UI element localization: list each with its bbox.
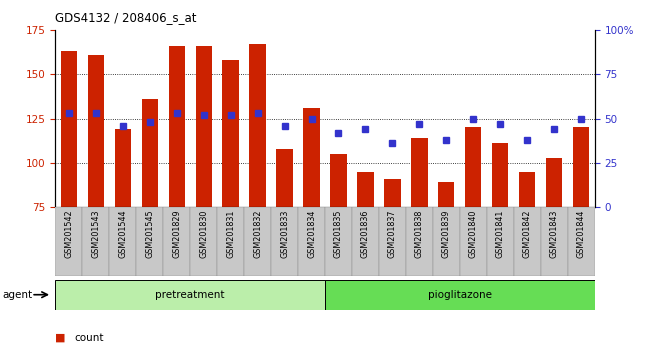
Text: agent: agent	[2, 290, 32, 300]
Bar	[352, 207, 379, 276]
Bar	[411, 138, 428, 207]
Bar	[358, 172, 374, 207]
Text: GSM201833: GSM201833	[280, 209, 289, 258]
Text: GSM201836: GSM201836	[361, 209, 370, 258]
Text: GSM201843: GSM201843	[550, 209, 559, 258]
Bar	[304, 108, 320, 207]
Text: GSM201834: GSM201834	[307, 209, 316, 258]
Bar	[217, 207, 244, 276]
Bar	[379, 207, 406, 276]
Bar	[541, 207, 568, 276]
Text: GSM201829: GSM201829	[172, 209, 181, 258]
Text: GSM201839: GSM201839	[442, 209, 451, 258]
Bar	[325, 280, 595, 310]
Bar	[168, 46, 185, 207]
Bar	[546, 158, 562, 207]
Text: ■: ■	[55, 333, 66, 343]
Bar	[142, 99, 158, 207]
Bar	[573, 127, 590, 207]
Text: GSM201542: GSM201542	[64, 209, 73, 258]
Bar	[330, 154, 346, 207]
Bar	[438, 182, 454, 207]
Text: GSM201840: GSM201840	[469, 209, 478, 258]
Text: GSM201545: GSM201545	[145, 209, 154, 258]
Bar	[55, 207, 83, 276]
Text: GSM201842: GSM201842	[523, 209, 532, 258]
Bar	[136, 207, 163, 276]
Text: GSM201543: GSM201543	[91, 209, 100, 258]
Bar	[514, 207, 541, 276]
Text: pioglitazone: pioglitazone	[428, 290, 492, 300]
Text: GSM201830: GSM201830	[199, 209, 208, 258]
Bar	[487, 207, 514, 276]
Bar	[384, 179, 400, 207]
Text: GSM201841: GSM201841	[496, 209, 505, 258]
Text: GSM201835: GSM201835	[334, 209, 343, 258]
Bar	[114, 129, 131, 207]
Bar	[222, 60, 239, 207]
Bar	[196, 46, 212, 207]
Bar	[190, 207, 217, 276]
Bar	[244, 207, 271, 276]
Text: GDS4132 / 208406_s_at: GDS4132 / 208406_s_at	[55, 11, 197, 24]
Bar	[271, 207, 298, 276]
Text: pretreatment: pretreatment	[155, 290, 225, 300]
Bar	[88, 55, 104, 207]
Bar	[82, 207, 109, 276]
Bar	[250, 44, 266, 207]
Text: GSM201838: GSM201838	[415, 209, 424, 258]
Bar	[465, 127, 482, 207]
Text: GSM201832: GSM201832	[253, 209, 262, 258]
Text: GSM201837: GSM201837	[388, 209, 397, 258]
Bar	[460, 207, 487, 276]
Text: GSM201831: GSM201831	[226, 209, 235, 258]
Bar	[60, 51, 77, 207]
Bar	[276, 149, 292, 207]
Text: GSM201544: GSM201544	[118, 209, 127, 258]
Bar	[298, 207, 325, 276]
Bar	[568, 207, 595, 276]
Text: GSM201844: GSM201844	[577, 209, 586, 258]
Text: count: count	[75, 333, 104, 343]
Bar	[406, 207, 433, 276]
Bar	[109, 207, 136, 276]
Bar	[433, 207, 460, 276]
Bar	[55, 280, 325, 310]
Bar	[492, 143, 508, 207]
Bar	[325, 207, 352, 276]
Bar	[519, 172, 536, 207]
Bar	[163, 207, 190, 276]
